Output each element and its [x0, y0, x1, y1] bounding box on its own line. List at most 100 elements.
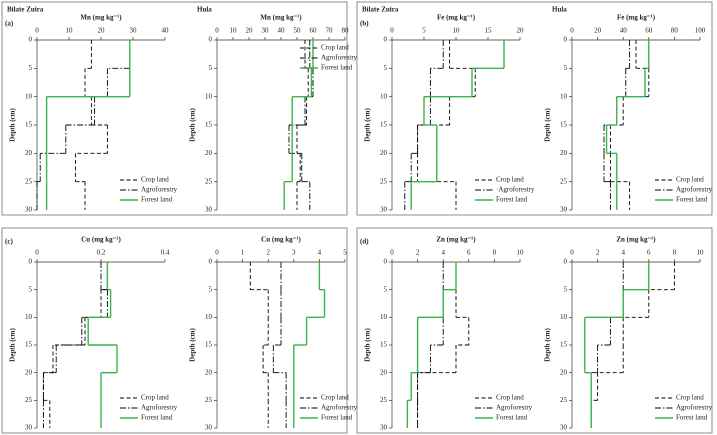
legend-label: Agroforestry [676, 404, 713, 412]
y-tick-label: 5 [29, 64, 33, 72]
legend-label: Crop land [321, 44, 349, 52]
y-tick-label: 15 [560, 121, 568, 129]
legend-label: Agroforestry [321, 404, 358, 412]
x-tick-label: 6 [647, 249, 651, 257]
y-axis-title: Depth (cm) [9, 328, 17, 362]
y-tick-label: 30 [380, 424, 388, 432]
x-tick-label: 40 [278, 27, 286, 35]
y-tick-label: 30 [560, 206, 568, 214]
site-title: Bilate Zuira [362, 6, 399, 14]
x-tick-label: 5 [422, 27, 426, 35]
panel-frame [356, 1, 713, 216]
y-tick-label: 25 [380, 396, 388, 404]
y-tick-label: 10 [560, 313, 568, 321]
y-tick-label: 30 [380, 206, 388, 214]
x-tick-label: 8 [493, 249, 497, 257]
x-tick-label: 80 [342, 27, 350, 35]
x-tick-label: 8 [673, 249, 677, 257]
legend-label: Forest land [321, 414, 353, 422]
y-tick-label: 15 [205, 341, 213, 349]
y-tick-label: 30 [205, 424, 213, 432]
legend-label: Agroforestry [141, 404, 178, 412]
y-axis-title: Depth (cm) [189, 108, 197, 142]
y-tick-label: 10 [380, 313, 388, 321]
y-axis-title: Depth (cm) [544, 328, 552, 362]
panel-frame [1, 227, 348, 434]
x-tick-label: 15 [485, 27, 493, 35]
x-tick-label: 80 [671, 27, 679, 35]
x-tick-label: 0.2 [97, 249, 106, 257]
x-tick-label: 10 [453, 27, 461, 35]
x-tick-label: 4 [621, 249, 625, 257]
y-tick-label: 20 [25, 149, 33, 157]
x-axis-title: Mn (mg kg⁻¹) [260, 14, 302, 22]
x-tick-label: 20 [594, 27, 602, 35]
x-tick-label: 3 [292, 249, 296, 257]
legend-label: Crop land [496, 394, 524, 402]
y-tick-label: 15 [380, 341, 388, 349]
legend-label: Forest land [676, 414, 708, 422]
y-tick-label: 5 [209, 64, 213, 72]
y-tick-label: 5 [384, 285, 388, 293]
y-tick-label: 0 [384, 258, 388, 266]
x-tick-label: 0 [35, 249, 39, 257]
x-axis-title: Zn (mg kg⁻¹) [616, 236, 656, 244]
y-tick-label: 10 [560, 92, 568, 100]
x-tick-label: 5 [343, 249, 347, 257]
y-tick-label: 0 [564, 258, 568, 266]
y-tick-label: 0 [209, 36, 213, 44]
x-tick-label: 60 [645, 27, 653, 35]
x-axis-title: Fe (mg kg⁻¹) [437, 14, 476, 22]
y-tick-label: 25 [205, 396, 213, 404]
y-tick-label: 20 [205, 149, 213, 157]
x-tick-label: 30 [130, 27, 138, 35]
legend-label: Crop land [676, 176, 704, 184]
y-tick-label: 30 [560, 424, 568, 432]
y-axis-title: Depth (cm) [189, 328, 197, 362]
y-tick-label: 10 [25, 313, 33, 321]
site-title: Hula [552, 6, 567, 14]
y-tick-label: 15 [380, 121, 388, 129]
x-tick-label: 4 [441, 249, 445, 257]
x-tick-label: 1 [241, 249, 245, 257]
x-tick-label: 60 [310, 27, 318, 35]
y-tick-label: 30 [25, 424, 33, 432]
y-tick-label: 5 [384, 64, 388, 72]
y-axis-title: Depth (cm) [364, 108, 372, 142]
x-tick-label: 10 [66, 27, 74, 35]
panel-label: (a) [5, 20, 14, 28]
y-tick-label: 0 [29, 258, 33, 266]
legend-label: Crop land [141, 394, 169, 402]
y-tick-label: 25 [25, 396, 33, 404]
panel-label: (b) [360, 20, 369, 28]
site-title: Hula [197, 6, 212, 14]
x-tick-label: 4 [318, 249, 322, 257]
y-tick-label: 10 [205, 92, 213, 100]
y-tick-label: 15 [25, 121, 33, 129]
x-tick-label: 0 [215, 27, 219, 35]
x-tick-label: 2 [596, 249, 600, 257]
legend-label: Crop land [141, 176, 169, 184]
y-tick-label: 25 [380, 177, 388, 185]
site-title: Bilate Zuira [7, 6, 44, 14]
y-tick-label: 0 [29, 36, 33, 44]
y-tick-label: 0 [564, 36, 568, 44]
y-tick-label: 30 [25, 206, 33, 214]
x-tick-label: 20 [517, 27, 525, 35]
y-axis-title: Depth (cm) [364, 328, 372, 362]
y-tick-label: 25 [205, 177, 213, 185]
y-tick-label: 20 [380, 149, 388, 157]
y-tick-label: 5 [29, 285, 33, 293]
legend-label: Crop land [496, 176, 524, 184]
legend-label: Forest land [676, 196, 708, 204]
legend-label: ·Agroforestry [496, 186, 535, 194]
x-tick-label: 10 [230, 27, 238, 35]
y-tick-label: 0 [209, 258, 213, 266]
x-tick-label: 30 [262, 27, 270, 35]
x-tick-label: 0 [215, 249, 219, 257]
x-tick-label: 0 [570, 27, 574, 35]
x-tick-label: 0.4 [161, 249, 170, 257]
y-axis-title: Depth (cm) [9, 108, 17, 142]
x-axis-title: Mn (mg kg⁻¹) [80, 14, 122, 22]
